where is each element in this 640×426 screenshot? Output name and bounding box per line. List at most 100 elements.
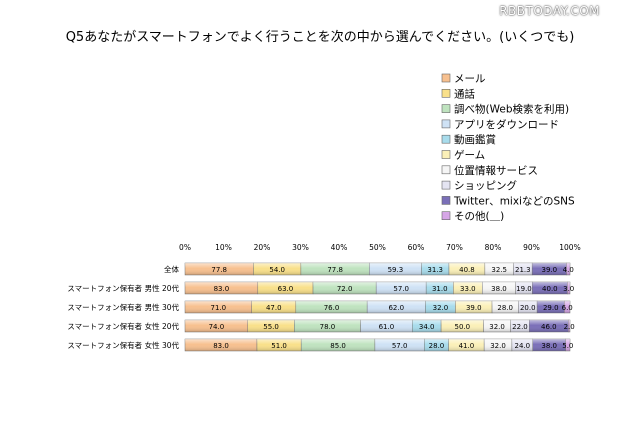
legend-swatch: [441, 165, 451, 175]
data-label: 76.0: [324, 304, 340, 312]
bar-segment-shading: [426, 282, 454, 294]
x-tick-label: 70%: [446, 243, 463, 252]
legend-swatch: [441, 73, 451, 83]
legend-label: メール: [454, 73, 486, 85]
data-label: 32.0: [489, 323, 505, 331]
data-label: 40.8: [459, 266, 475, 274]
data-label: 62.0: [388, 304, 404, 312]
bar-segment-shading: [294, 320, 361, 332]
legend-label: 動画鑑賞: [454, 133, 496, 146]
x-tick-label: 20%: [254, 243, 271, 252]
bar-segment-shading: [185, 282, 258, 294]
data-label: 47.0: [266, 304, 282, 312]
category-label: スマートフォン保有者 女性 30代: [67, 340, 179, 350]
legend-swatch: [441, 89, 451, 98]
data-label: 32.0: [433, 304, 449, 312]
data-label: 71.0: [211, 304, 227, 312]
legend-label: 調べ物(Web検索を利用): [454, 103, 569, 116]
legend-label: ショッピング: [454, 179, 517, 192]
legend-swatch: [441, 196, 451, 205]
watermark: RBBTODAY.COM: [499, 4, 600, 18]
data-label: 32.5: [491, 266, 507, 274]
bar-segment-shading: [532, 263, 567, 275]
bar-segment-shading: [567, 282, 570, 294]
data-label: 39.0: [466, 304, 482, 312]
data-label: 31.0: [432, 285, 448, 293]
category-label: スマートフォン保有者 男性 20代: [67, 283, 179, 293]
bar-segment-shading: [448, 339, 485, 351]
legend-swatch: [441, 150, 451, 159]
data-label: 19.0: [516, 285, 532, 293]
bar-segment-shading: [421, 263, 449, 275]
category-label: 全体: [164, 264, 179, 274]
bar-segment-shading: [185, 301, 252, 313]
bar-row: スマートフォン保有者 男性 30代 71.0 47.0 76.0 62.0 32.0 39.…: [67, 300, 573, 314]
legend-label: ゲーム: [454, 150, 485, 162]
legend-label: Twitter、mixiなどのSNS: [453, 195, 575, 207]
data-label: 28.0: [497, 304, 513, 312]
bar-segment-shading: [185, 339, 257, 351]
category-label: スマートフォン保有者 女性 20代: [67, 321, 179, 331]
bar-segment-shading: [300, 263, 370, 275]
x-tick-label: 60%: [408, 243, 425, 252]
bar-row: スマートフォン保有者 女性 20代 74.0 55.0 78.0 61.0 34.0 50.…: [67, 319, 575, 333]
bar-segment-shading: [301, 339, 375, 351]
chart-title: Q5あなたがスマートフォンでよく行うことを次の中から選んでください。(いくつでも…: [66, 29, 575, 45]
bar-segment-shading: [360, 320, 413, 332]
data-label: 29.0: [543, 304, 559, 312]
data-label: 74.0: [209, 323, 225, 331]
data-label: 40.0: [542, 285, 558, 293]
bar-segment-shading: [251, 301, 296, 313]
bar-segment-shading: [455, 301, 493, 313]
data-label: 83.0: [213, 342, 229, 350]
legend-swatch: [441, 180, 451, 190]
data-label: 6.0: [562, 304, 573, 312]
data-label: 28.0: [429, 342, 445, 350]
legend-label: その他(＿): [454, 210, 504, 223]
data-label: 32.0: [490, 342, 506, 350]
data-label: 50.0: [455, 323, 471, 331]
bar-segment-shading: [369, 263, 422, 275]
data-label: 77.8: [211, 266, 227, 274]
x-tick-label: 10%: [215, 243, 232, 252]
data-label: 34.0: [419, 323, 435, 331]
x-tick-label: 90%: [523, 243, 540, 252]
bar-segment-shading: [313, 282, 377, 294]
bar-segment-shading: [568, 320, 570, 332]
bar-segment-shading: [374, 339, 425, 351]
bar-segment-shading: [295, 301, 368, 313]
bar-segment-shading: [425, 301, 456, 313]
category-label: スマートフォン保有者 男性 30代: [67, 302, 179, 312]
legend-swatch: [441, 211, 451, 220]
bar-segment-shading: [424, 339, 449, 351]
data-label: 72.0: [337, 285, 353, 293]
x-tick-label: 100%: [559, 243, 580, 252]
data-label: 39.0: [542, 266, 558, 274]
bar-row: 全体 77.8 54.0 77.8 59.3 31.3 40.8 32.5 21.3 39.0 4.…: [164, 262, 574, 276]
bar-segment-shading: [441, 320, 484, 332]
legend-swatch: [441, 119, 451, 129]
x-tick-label: 30%: [292, 243, 309, 252]
data-label: 24.0: [515, 342, 531, 350]
data-label: 57.0: [393, 285, 409, 293]
bar-segment-shading: [483, 320, 511, 332]
bar-segment-shading: [453, 282, 483, 294]
x-tick-label: 0%: [179, 243, 191, 252]
bar-segment-shading: [529, 320, 569, 332]
data-label: 63.0: [278, 285, 294, 293]
bar-segment-shading: [253, 263, 301, 275]
data-label: 31.3: [427, 266, 443, 274]
bar-segment-shading: [511, 339, 533, 351]
legend-label: アプリをダウンロード: [454, 118, 559, 131]
bar-segment-shading: [412, 320, 442, 332]
legend-label: 通話: [454, 87, 475, 100]
x-axis: 0% 10% 20% 30% 40% 50% 60% 70% 80% 90% 100%: [179, 243, 581, 252]
bar-segment-shading: [367, 301, 426, 313]
bar-segment-shading: [532, 339, 566, 351]
data-label: 33.0: [460, 285, 476, 293]
bar-segment-shading: [247, 320, 295, 332]
data-label: 78.0: [320, 323, 336, 331]
data-label: 38.0: [541, 342, 557, 350]
bar-segment-shading: [492, 301, 519, 313]
